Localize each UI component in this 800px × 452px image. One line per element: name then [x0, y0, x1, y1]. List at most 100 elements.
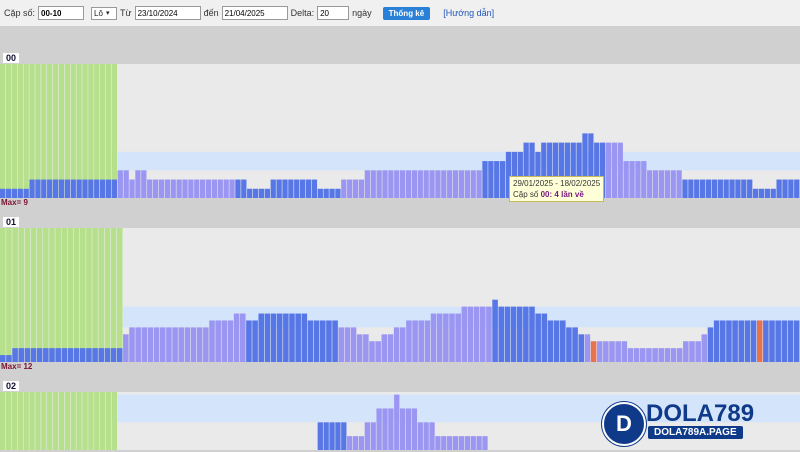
chart-02 — [0, 392, 800, 450]
data-bar — [417, 422, 423, 450]
data-bar — [447, 170, 453, 198]
data-bar — [652, 170, 659, 198]
data-bar — [320, 320, 326, 362]
data-bar — [80, 348, 86, 362]
data-bar — [627, 348, 634, 362]
to-date-input[interactable] — [221, 6, 288, 20]
data-bar — [720, 320, 726, 362]
data-bar — [552, 142, 559, 198]
chart-01 — [0, 228, 800, 362]
data-bar — [252, 320, 258, 362]
from-label: Từ — [120, 8, 132, 18]
data-bar — [488, 161, 494, 198]
green-bar — [18, 228, 25, 362]
data-bar — [464, 170, 470, 198]
green-bar — [35, 392, 41, 450]
data-bar — [313, 320, 320, 362]
green-bar — [94, 392, 100, 450]
data-bar — [782, 179, 788, 198]
data-bar — [323, 422, 329, 450]
data-bar — [458, 436, 465, 450]
data-bar — [652, 348, 658, 362]
data-bar — [376, 408, 382, 450]
data-bar — [276, 179, 282, 198]
data-bar — [787, 320, 794, 362]
data-bar — [505, 151, 512, 198]
submit-button[interactable]: Thống kê — [382, 6, 431, 20]
help-link[interactable]: [Hướng dẫn] — [443, 8, 495, 18]
data-bar — [464, 436, 470, 450]
data-bar — [590, 341, 597, 362]
green-bar — [67, 228, 74, 362]
data-bar — [435, 436, 441, 450]
green-bar — [43, 228, 49, 362]
pair-label: Cặp số: — [4, 8, 36, 18]
chevron-down-icon: ▾ — [105, 10, 110, 17]
data-bar — [609, 341, 615, 362]
green-bar — [29, 392, 35, 450]
data-bar — [141, 327, 148, 362]
data-bar — [572, 327, 578, 362]
data-bar — [695, 341, 701, 362]
type-select[interactable]: Lô ▾ — [91, 6, 118, 20]
data-bar — [67, 348, 74, 362]
data-bar — [461, 306, 468, 362]
data-bar — [18, 348, 25, 362]
data-bar — [417, 170, 423, 198]
green-bar — [76, 392, 82, 450]
type-select-value: Lô — [94, 8, 103, 18]
data-bar — [344, 327, 351, 362]
data-bar — [164, 179, 170, 198]
green-bar — [61, 228, 68, 362]
bar-chart-02 — [0, 392, 800, 450]
from-date-input[interactable] — [134, 6, 201, 20]
green-bar — [49, 228, 55, 362]
data-bar — [769, 320, 775, 362]
green-bar — [104, 228, 111, 362]
data-bar — [393, 327, 400, 362]
data-bar — [588, 133, 594, 198]
data-bar — [476, 170, 482, 198]
data-bar — [55, 348, 61, 362]
normal-range-band — [117, 151, 800, 171]
data-bar — [252, 188, 259, 198]
data-bar — [480, 306, 486, 362]
data-bar — [701, 334, 708, 362]
data-bar — [104, 348, 111, 362]
data-bar — [240, 313, 246, 362]
data-bar — [352, 179, 359, 198]
data-bar — [494, 161, 500, 198]
data-bar — [335, 422, 341, 450]
data-bar — [0, 355, 6, 362]
data-bar — [726, 320, 732, 362]
data-bar — [43, 348, 49, 362]
max-label: Max= 12 — [1, 362, 33, 371]
data-bar — [111, 179, 118, 198]
data-bar — [92, 348, 98, 362]
data-bar — [247, 188, 253, 198]
data-bar — [323, 188, 329, 198]
data-bar — [270, 179, 276, 198]
data-bar — [58, 179, 65, 198]
data-bar — [141, 170, 147, 198]
hover-tooltip: 29/01/2025 - 18/02/2025 Cặp số 00: 4 lần… — [509, 176, 605, 202]
data-bar — [172, 327, 178, 362]
data-bar — [794, 179, 800, 198]
data-bar — [529, 142, 535, 198]
data-bar — [258, 188, 265, 198]
green-bar — [82, 64, 88, 198]
pair-input[interactable] — [38, 6, 85, 20]
data-bar — [283, 313, 289, 362]
green-bar — [88, 392, 94, 450]
data-bar — [529, 306, 535, 362]
data-bar — [700, 179, 706, 198]
data-bar — [447, 436, 453, 450]
green-bar — [100, 64, 106, 198]
data-bar — [123, 334, 129, 362]
data-bar — [470, 170, 476, 198]
delta-input[interactable] — [317, 6, 350, 20]
data-bar — [750, 320, 757, 362]
data-bar — [429, 422, 435, 450]
to-label: đến — [203, 8, 219, 18]
data-bar — [747, 179, 753, 198]
